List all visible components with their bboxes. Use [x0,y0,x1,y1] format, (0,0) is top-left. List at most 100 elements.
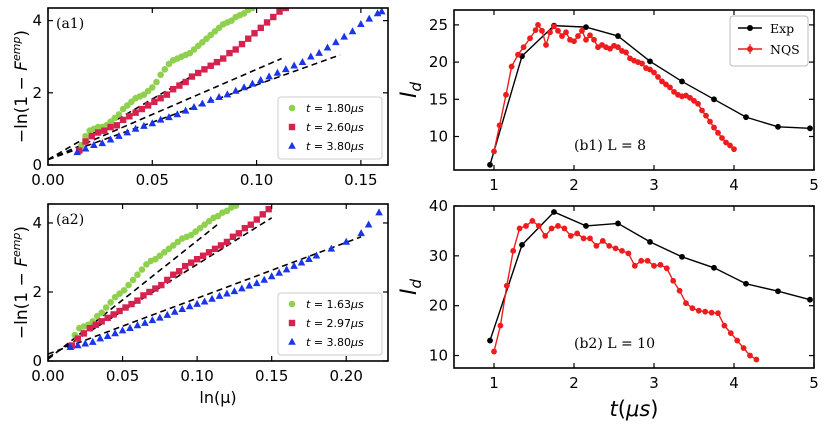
data-point-series-1 [86,325,93,332]
axes-frame [453,9,815,171]
x-tick-label: 5 [809,176,819,194]
data-point-series-1 [187,259,195,266]
legend-label-1: t = 2.97μs [306,317,364,330]
data-point-series-1 [245,35,252,42]
data-point-nqs [647,66,653,73]
data-point-series-2 [230,287,239,295]
x-tick-label: 4 [729,176,739,194]
data-point-exp [711,96,717,103]
data-point-nqs [721,322,728,329]
data-point-series-2 [81,144,90,152]
data-point-nqs [535,21,541,28]
data-point-exp [679,253,685,260]
data-point-series-0 [214,212,222,220]
x-tick-label: 0.00 [31,367,64,385]
data-point-series-0 [187,231,195,239]
legend: t = 1.80μs t = 2.60μs t = 3.80μs [277,96,383,160]
data-point-series-2 [66,342,75,350]
data-point-series-2 [312,251,321,259]
legend-label-nqs: NQS [770,42,800,57]
y-axis-title: Id [397,82,425,99]
y-tick-label: 30 [429,247,448,265]
data-point-series-0 [161,66,169,73]
x-tick-label: 3 [649,374,659,392]
x-tick-label: 4 [729,374,739,392]
data-point-nqs [548,225,555,232]
data-point-series-1 [158,281,165,289]
legend-box [277,96,383,160]
panel-label: (a1) [56,16,84,32]
data-point-series-1 [82,138,89,145]
data-point-series-2 [215,291,224,299]
panel-a2: 0.00 0.05 0.10 0.15 0.20 0 2 4 (a2) −ln(1 − Femp)… [10,203,389,407]
data-point-series-0 [205,217,213,225]
data-point-nqs [615,44,621,51]
data-point-series-1 [134,297,141,304]
data-point-series-0 [156,252,164,260]
data-point-series-2 [178,305,187,313]
data-point-series-2 [98,139,107,147]
data-point-series-0 [169,242,177,249]
data-point-series-2 [305,255,313,263]
data-point-nqs [747,352,753,359]
panel-annotation: (b1) L = 8 [574,138,646,154]
data-point-series-2 [223,289,231,297]
data-point-nqs [753,356,760,363]
data-point-series-2 [123,128,132,136]
data-point-nqs [539,27,545,34]
data-point-series-2 [118,326,127,334]
x-tick-label: 1 [489,176,499,194]
data-point-series-0 [116,290,123,298]
data-point-series-1 [223,238,231,246]
data-point-exp [647,238,653,245]
data-point-series-1 [104,314,111,322]
data-point-series-2 [73,148,82,156]
legend-marker-0 [288,300,296,308]
data-point-exp [743,114,749,121]
legend-box [729,15,809,67]
data-point-series-1 [193,256,201,263]
data-point-nqs [657,261,664,268]
plot-area [487,21,813,168]
data-point-series-0 [157,71,164,79]
data-point-nqs [623,49,629,56]
data-point-nqs [532,27,539,33]
x-axis-title: t(μs) [610,397,659,421]
data-point-series-2 [106,135,115,143]
data-point-series-2 [298,57,307,65]
data-point-series-0 [138,266,146,273]
data-point-series-1 [169,86,177,93]
data-point-series-2 [297,258,306,266]
data-point-series-2 [74,341,82,349]
data-point-series-1 [205,249,213,256]
data-point-series-2 [267,272,276,280]
data-point-nqs [638,257,645,264]
data-point-series-1 [270,13,277,21]
data-point-nqs [559,33,565,39]
panel-annotation: (b2) L = 10 [574,336,655,352]
data-point-nqs [551,23,557,30]
data-point-series-2 [357,20,365,28]
data-point-exp [583,24,589,31]
data-point-nqs [503,282,510,289]
data-point-series-2 [240,83,248,91]
legend-label-exp: Exp [770,21,794,36]
panel-label: (a2) [56,212,84,228]
data-point-nqs [496,122,503,129]
data-point-series-2 [290,261,298,269]
data-point-nqs [667,84,673,91]
y-tick-label: 10 [429,347,448,365]
data-point-series-2 [156,115,165,123]
data-point-series-1 [138,105,146,113]
data-point-nqs [670,277,677,284]
data-point-series-1 [151,98,158,106]
data-point-nqs [574,230,581,237]
data-point-exp [487,161,493,168]
data-point-series-2 [245,281,254,289]
data-point-nqs [542,233,549,239]
data-point-series-2 [148,316,157,324]
data-point-nqs [612,245,619,252]
data-point-series-1 [207,62,214,69]
data-point-series-1 [235,230,243,237]
data-point-series-2 [170,307,179,315]
